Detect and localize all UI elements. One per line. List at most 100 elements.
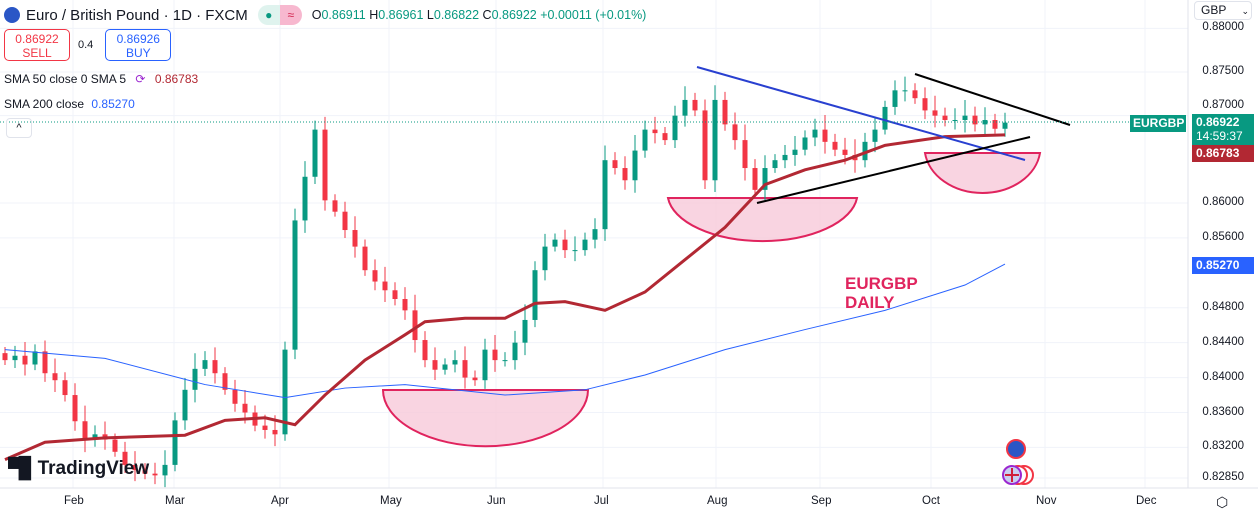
candle-body[interactable] — [422, 340, 428, 361]
candle-body[interactable] — [602, 160, 608, 230]
candle-body[interactable] — [212, 360, 218, 374]
candle-body[interactable] — [372, 270, 378, 282]
sma200-legend[interactable]: SMA 200 close 0.85270 — [4, 97, 135, 111]
candle-body[interactable] — [952, 120, 958, 122]
candle-body[interactable] — [132, 464, 138, 471]
candle-body[interactable] — [632, 150, 638, 181]
candle-body[interactable] — [472, 377, 478, 381]
sma50-line[interactable] — [4, 133, 1006, 462]
sma50-legend[interactable]: SMA 50 close 0 SMA 5 ⟳ 0.86783 — [4, 72, 198, 86]
trend-line-blue[interactable] — [696, 66, 1026, 161]
candle-body[interactable] — [142, 470, 148, 474]
candle-body[interactable] — [62, 380, 68, 396]
symbol-title[interactable]: Euro / British Pound · 1D · FXCM — [26, 6, 248, 24]
candle-body[interactable] — [2, 353, 8, 361]
candle-body[interactable] — [172, 420, 178, 465]
candle-body[interactable] — [922, 98, 928, 111]
tradingview-logo[interactable]: ▀▊ TradingView — [8, 456, 149, 481]
candle-body[interactable] — [462, 360, 468, 378]
candle-body[interactable] — [1002, 122, 1008, 129]
candle-body[interactable] — [752, 168, 758, 190]
candle-body[interactable] — [452, 360, 458, 365]
candle-body[interactable] — [92, 434, 98, 440]
candle-body[interactable] — [682, 99, 688, 116]
refresh-icon[interactable]: ⟳ — [135, 72, 146, 86]
candle-body[interactable] — [262, 425, 268, 430]
candle-body[interactable] — [192, 368, 198, 390]
candle-body[interactable] — [992, 120, 998, 129]
candle-body[interactable] — [892, 90, 898, 107]
candle-body[interactable] — [662, 133, 668, 141]
status-pill[interactable]: ● ≈ — [257, 5, 302, 25]
candle-body[interactable] — [222, 373, 228, 390]
candle-body[interactable] — [282, 349, 288, 435]
candle-body[interactable] — [882, 106, 888, 130]
candle-body[interactable] — [742, 140, 748, 169]
candle-body[interactable] — [432, 360, 438, 370]
candle-body[interactable] — [82, 421, 88, 440]
candle-body[interactable] — [832, 141, 838, 150]
candle-body[interactable] — [12, 355, 18, 361]
candle-body[interactable] — [182, 389, 188, 421]
candle-body[interactable] — [722, 99, 728, 125]
chart-annotation-text[interactable]: EURGBP DAILY — [845, 274, 918, 312]
candle-body[interactable] — [42, 351, 48, 374]
trend-line-lower[interactable] — [756, 136, 1031, 204]
candle-body[interactable] — [242, 403, 248, 413]
candle-body[interactable] — [522, 319, 528, 343]
candle-body[interactable] — [402, 299, 408, 311]
candle-body[interactable] — [482, 349, 488, 381]
collapse-legend-button[interactable]: ^ — [6, 118, 32, 138]
candle-body[interactable] — [762, 168, 768, 190]
candle-body[interactable] — [322, 129, 328, 201]
candle-body[interactable] — [492, 349, 498, 361]
candle-body[interactable] — [672, 115, 678, 141]
sell-button[interactable]: 0.86922 SELL — [4, 29, 70, 61]
candle-body[interactable] — [112, 439, 118, 452]
candle-body[interactable] — [812, 129, 818, 138]
candle-body[interactable] — [152, 473, 158, 476]
candle-body[interactable] — [392, 290, 398, 300]
candle-body[interactable] — [702, 110, 708, 181]
candle-body[interactable] — [732, 124, 738, 141]
cup-pattern-drawing[interactable] — [923, 152, 1042, 194]
candle-body[interactable] — [582, 239, 588, 251]
buy-button[interactable]: 0.86926 BUY — [105, 29, 172, 61]
candle-body[interactable] — [362, 246, 368, 271]
candle-body[interactable] — [692, 99, 698, 111]
candle-body[interactable] — [792, 149, 798, 155]
candle-body[interactable] — [972, 115, 978, 125]
candle-body[interactable] — [302, 176, 308, 221]
candle-body[interactable] — [592, 229, 598, 240]
candle-body[interactable] — [352, 230, 358, 247]
trend-line-upper[interactable] — [914, 73, 1071, 126]
candle-body[interactable] — [572, 250, 578, 252]
candle-body[interactable] — [412, 310, 418, 341]
candle-body[interactable] — [652, 129, 658, 134]
candle-body[interactable] — [312, 129, 318, 177]
candle-body[interactable] — [642, 129, 648, 151]
candle-body[interactable] — [542, 246, 548, 271]
currency-select[interactable]: GBP ⌄ — [1194, 1, 1252, 20]
candle-body[interactable] — [332, 200, 338, 212]
candle-body[interactable] — [622, 168, 628, 181]
candle-body[interactable] — [382, 281, 388, 291]
candle-body[interactable] — [22, 355, 28, 365]
candle-body[interactable] — [272, 429, 278, 435]
candle-body[interactable] — [552, 239, 558, 247]
candle-body[interactable] — [962, 115, 968, 121]
candle-body[interactable] — [122, 451, 128, 465]
eu-event-icon[interactable] — [1006, 439, 1026, 459]
candle-body[interactable] — [872, 129, 878, 142]
candle-body[interactable] — [162, 464, 168, 476]
candle-body[interactable] — [502, 360, 508, 362]
settings-icon[interactable]: ⬡ — [1216, 494, 1229, 510]
candle-body[interactable] — [232, 389, 238, 404]
cup-pattern-drawing[interactable] — [666, 197, 859, 243]
candle-body[interactable] — [862, 141, 868, 161]
candle-body[interactable] — [802, 137, 808, 150]
candle-body[interactable] — [712, 99, 718, 181]
candle-body[interactable] — [442, 364, 448, 370]
candle-body[interactable] — [782, 154, 788, 161]
